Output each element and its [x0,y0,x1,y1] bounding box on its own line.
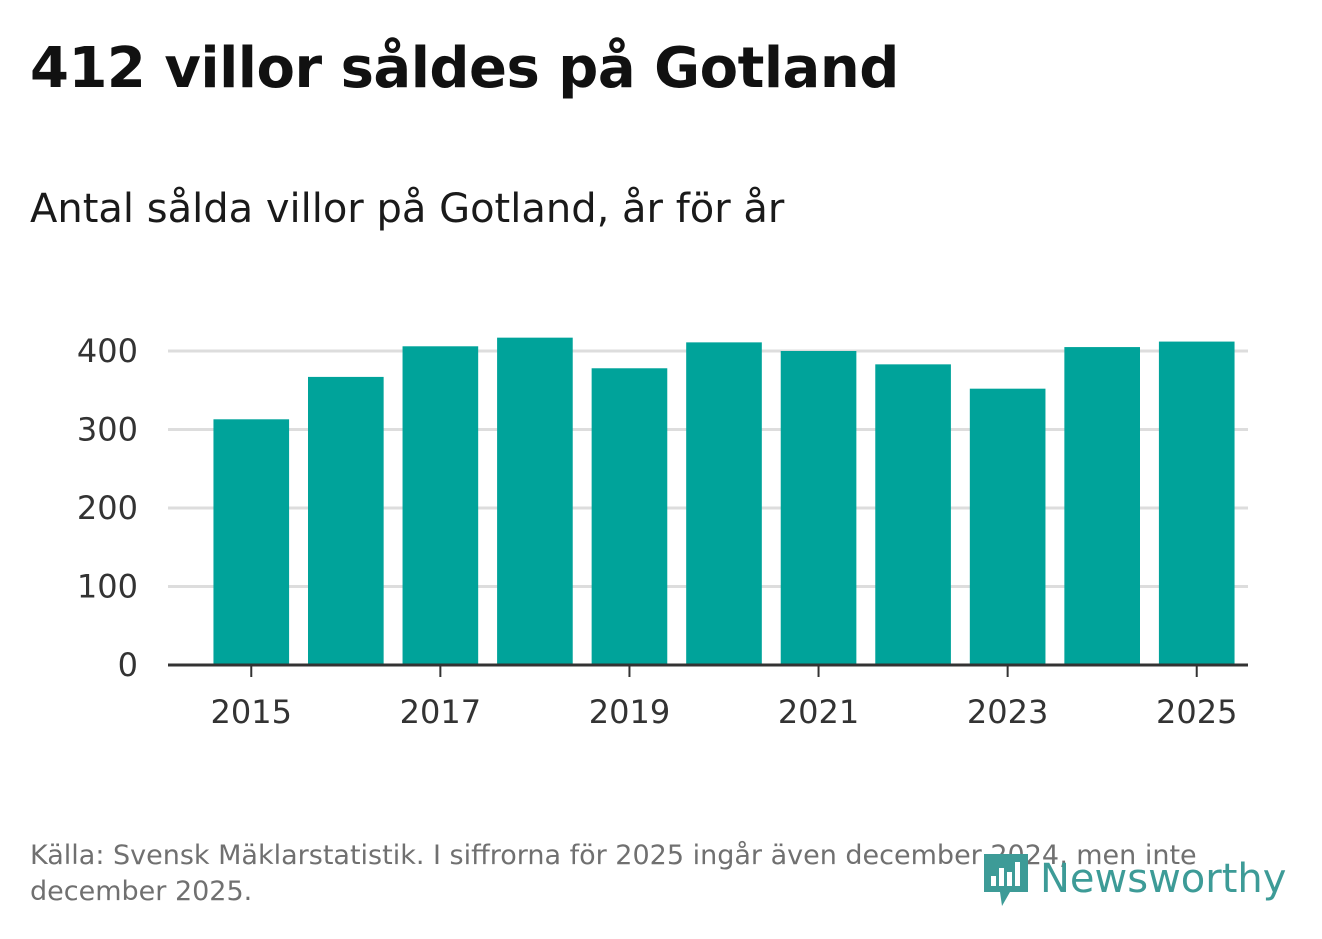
newsworthy-logo[interactable]: Newsworthy [980,850,1286,908]
logo-text: Newsworthy [1040,856,1287,902]
x-tick-label-2015: 2015 [211,693,292,731]
bar-2022[interactable] [875,364,951,665]
chart-subtitle: Antal sålda villor på Gotland, år för år [30,186,785,232]
y-tick-label-0: 0 [118,646,138,684]
x-tick-label-2017: 2017 [400,693,481,731]
bar-2025[interactable] [1158,341,1235,665]
bar-2023[interactable] [969,388,1046,665]
bar-2019[interactable] [591,368,668,665]
newsworthy-logo-icon [984,854,1028,906]
x-tick-label-2025: 2025 [1156,693,1237,731]
bar-2024[interactable] [1064,347,1140,665]
bar-2018[interactable] [497,337,573,665]
bar-2015[interactable] [213,419,290,665]
y-tick-label-200: 200 [77,489,138,527]
axes [168,663,1248,677]
x-tick-label-2021: 2021 [778,693,859,731]
bar-chart: 0 100 200 300 400 2015 2017 2019 2021 2023 2025 [77,332,1248,731]
bar-2016[interactable] [308,376,384,665]
chart-title: 412 villor såldes på Gotland [30,36,899,101]
x-tick-label-2019: 2019 [589,693,670,731]
bars [213,337,1235,665]
bar-2020[interactable] [686,342,762,665]
bar-2017[interactable] [402,346,479,665]
x-tick-label-2023: 2023 [967,693,1048,731]
bar-2021[interactable] [780,351,857,665]
y-tick-label-100: 100 [77,568,138,606]
tick-labels: 0 100 200 300 400 2015 2017 2019 2021 2023 2025 [77,332,1238,731]
y-tick-label-400: 400 [77,332,138,370]
y-tick-label-300: 300 [77,411,138,449]
